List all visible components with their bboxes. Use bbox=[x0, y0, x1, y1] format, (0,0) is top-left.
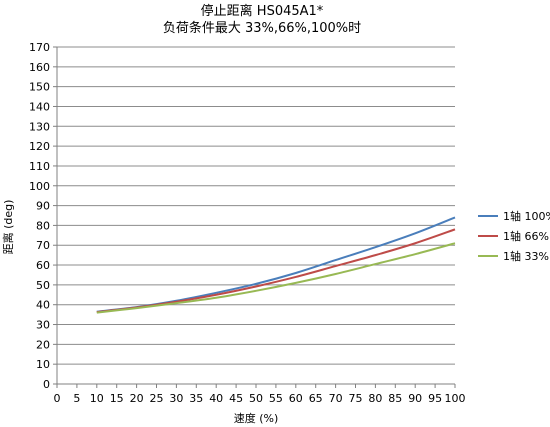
y-tick-label: 100 bbox=[29, 180, 50, 193]
x-tick-label: 80 bbox=[368, 392, 382, 405]
x-tick-label: 20 bbox=[130, 392, 144, 405]
y-tick-label: 50 bbox=[36, 279, 50, 292]
y-tick-label: 110 bbox=[29, 160, 50, 173]
legend-label-3: 1轴 33% bbox=[503, 249, 549, 263]
x-tick-label: 90 bbox=[408, 392, 422, 405]
x-tick-label: 25 bbox=[150, 392, 164, 405]
gridlines bbox=[57, 46, 455, 365]
y-tick-label: 80 bbox=[36, 219, 50, 232]
y-tick-label: 170 bbox=[29, 41, 50, 54]
x-tick-label: 15 bbox=[110, 392, 124, 405]
y-tick-label: 130 bbox=[29, 120, 50, 133]
x-tick-label: 55 bbox=[269, 392, 283, 405]
x-tick-label: 85 bbox=[388, 392, 402, 405]
y-tick-label: 10 bbox=[36, 358, 50, 371]
series-line-2 bbox=[96, 228, 456, 314]
x-tick-label: 45 bbox=[229, 392, 243, 405]
x-tick-label: 95 bbox=[428, 392, 442, 405]
legend-label-1: 1轴 100% bbox=[503, 209, 550, 223]
data-series bbox=[96, 216, 456, 314]
y-tick-label: 140 bbox=[29, 100, 50, 113]
x-tick-label: 5 bbox=[73, 392, 80, 405]
y-tick-label: 160 bbox=[29, 61, 50, 74]
x-tick-label: 10 bbox=[90, 392, 104, 405]
x-axis-title: 速度 (%) bbox=[234, 411, 279, 425]
y-tick-label: 70 bbox=[36, 239, 50, 252]
axes bbox=[56, 47, 455, 385]
y-axis-title: 距离 (deg) bbox=[1, 200, 15, 255]
legend-label-2: 1轴 66% bbox=[503, 229, 549, 243]
y-tick-label: 90 bbox=[36, 200, 50, 213]
x-tick-label: 60 bbox=[289, 392, 303, 405]
x-axis-ticks: 0 5 10 15 20 25 30 35 40 45 50 55 60 65 70 75 80 85 90 95 10… bbox=[54, 384, 466, 405]
legend: 1轴 100% 1轴 66% 1轴 33% bbox=[478, 209, 550, 263]
y-tick-label: 120 bbox=[29, 140, 50, 153]
x-tick-label: 50 bbox=[249, 392, 263, 405]
chart-title: 停止距离 HS045A1* bbox=[201, 3, 324, 19]
y-tick-label: 150 bbox=[29, 81, 50, 94]
chart-subtitle: 负荷条件最大 33%,66%,100%时 bbox=[163, 20, 361, 36]
y-tick-label: 40 bbox=[36, 299, 50, 312]
series-line-3 bbox=[96, 242, 456, 314]
y-tick-label: 20 bbox=[36, 338, 50, 351]
y-tick-label: 0 bbox=[43, 378, 50, 391]
x-tick-label: 0 bbox=[54, 392, 61, 405]
x-tick-label: 75 bbox=[349, 392, 363, 405]
x-tick-label: 100 bbox=[445, 392, 466, 405]
x-tick-label: 65 bbox=[309, 392, 323, 405]
x-tick-label: 35 bbox=[189, 392, 203, 405]
y-tick-label: 30 bbox=[36, 319, 50, 332]
x-tick-label: 70 bbox=[329, 392, 343, 405]
x-tick-label: 30 bbox=[169, 392, 183, 405]
y-axis-ticks: 0 10 20 30 40 50 60 70 80 90 100 110 120 130 140 150 160… bbox=[29, 41, 57, 391]
y-tick-label: 60 bbox=[36, 259, 50, 272]
x-tick-label: 40 bbox=[209, 392, 223, 405]
